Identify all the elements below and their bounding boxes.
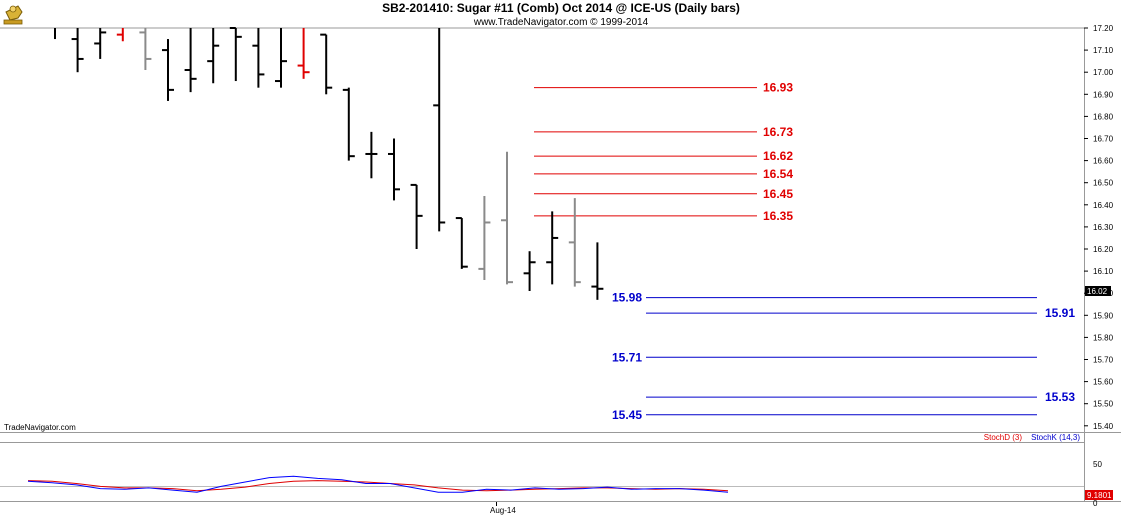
support-levels: 15.98 15.91 15.71 15.53 15.45 bbox=[612, 291, 1075, 422]
price-bar bbox=[342, 87, 355, 161]
stoch-k-legend: StochK (14,3) bbox=[1031, 433, 1080, 442]
price-bar bbox=[252, 28, 265, 88]
price-bar bbox=[591, 242, 604, 300]
y-axis-tick-label: 16.50 bbox=[1093, 179, 1114, 188]
resistance-levels: 16.93 16.73 16.62 16.54 16.45 16.35 bbox=[534, 81, 793, 223]
resistance-label: 16.93 bbox=[763, 81, 793, 95]
price-bar bbox=[184, 28, 197, 93]
y-axis-tick-label: 15.70 bbox=[1093, 356, 1114, 365]
stoch-value-tag: 9.1801 bbox=[1085, 490, 1113, 500]
price-bar bbox=[116, 28, 124, 42]
price-bar bbox=[568, 198, 581, 287]
price-bar bbox=[162, 39, 174, 101]
resistance-label: 16.45 bbox=[763, 187, 793, 201]
support-label: 15.45 bbox=[612, 408, 642, 422]
last-price-tag: 16.02 bbox=[1085, 286, 1111, 296]
price-bar bbox=[94, 28, 107, 59]
y-axis-tick-label: 15.40 bbox=[1093, 422, 1114, 431]
support-label: 15.71 bbox=[612, 350, 642, 364]
price-bar bbox=[388, 138, 400, 201]
resistance-label: 16.62 bbox=[763, 149, 793, 163]
stoch-k-line bbox=[27, 475, 729, 493]
y-axis-tick-label: 15.90 bbox=[1093, 311, 1114, 320]
price-bars bbox=[54, 27, 604, 300]
trade-navigator-logo-icon bbox=[3, 5, 23, 25]
y-axis-tick-label: 16.20 bbox=[1093, 245, 1114, 254]
resistance-label: 16.54 bbox=[763, 167, 793, 181]
price-bar bbox=[71, 28, 84, 73]
y-axis-tick-label: 16.70 bbox=[1093, 135, 1114, 144]
y-axis-tick-label: 17.00 bbox=[1093, 68, 1114, 77]
stoch-value-label: 9.1801 bbox=[1087, 491, 1112, 500]
price-bar bbox=[139, 28, 152, 70]
y-axis-tick-label: 16.10 bbox=[1093, 267, 1114, 276]
resistance-label: 16.73 bbox=[763, 125, 793, 139]
price-bar bbox=[546, 211, 559, 285]
resistance-label: 16.35 bbox=[763, 209, 793, 223]
price-bar bbox=[320, 33, 333, 95]
support-label: 15.53 bbox=[1045, 390, 1075, 404]
y-axis-tick-label: 15.60 bbox=[1093, 378, 1114, 387]
y-axis-tick-label: 17.10 bbox=[1093, 46, 1114, 55]
x-axis-label: Aug-14 bbox=[490, 506, 516, 515]
price-bar bbox=[297, 28, 310, 79]
price-bar bbox=[433, 28, 446, 232]
y-axis-tick-label: 15.80 bbox=[1093, 333, 1114, 342]
price-bar bbox=[207, 28, 220, 84]
chart-title: SB2-201410: Sugar #11 (Comb) Oct 2014 @ … bbox=[382, 1, 740, 15]
y-axis-tick-label: 16.80 bbox=[1093, 112, 1114, 121]
price-bar bbox=[275, 28, 287, 88]
stoch-d-legend: StochD (3) bbox=[984, 433, 1023, 442]
price-bar bbox=[365, 131, 378, 179]
chart-copyright: www.TradeNavigator.com © 1999-2014 bbox=[473, 17, 649, 28]
price-bar bbox=[455, 217, 468, 269]
support-label: 15.91 bbox=[1045, 306, 1075, 320]
price-bar bbox=[229, 27, 242, 82]
stochastic-lines bbox=[27, 475, 729, 493]
last-price-label: 16.02 bbox=[1087, 287, 1108, 296]
y-axis-tick-label: 16.90 bbox=[1093, 90, 1114, 99]
stoch-tick-50: 50 bbox=[1093, 460, 1102, 469]
watermark-text: TradeNavigator.com bbox=[4, 423, 76, 432]
y-axis-tick-label: 16.30 bbox=[1093, 223, 1114, 232]
price-bar bbox=[501, 151, 513, 285]
y-axis-tick-label: 15.50 bbox=[1093, 400, 1114, 409]
price-bar bbox=[478, 195, 491, 280]
support-label: 15.98 bbox=[612, 291, 642, 305]
y-axis-tick-label: 16.60 bbox=[1093, 157, 1114, 166]
price-bar bbox=[523, 251, 536, 291]
price-bar bbox=[410, 183, 423, 249]
y-axis-tick-label: 17.20 bbox=[1093, 24, 1114, 33]
stoch-tick-0: 0 bbox=[1093, 499, 1098, 508]
y-axis-tick-label: 16.40 bbox=[1093, 201, 1114, 210]
price-axis: 17.20 17.10 17.00 16.90 16.80 16.70 16.60 16.50… bbox=[1084, 24, 1114, 431]
